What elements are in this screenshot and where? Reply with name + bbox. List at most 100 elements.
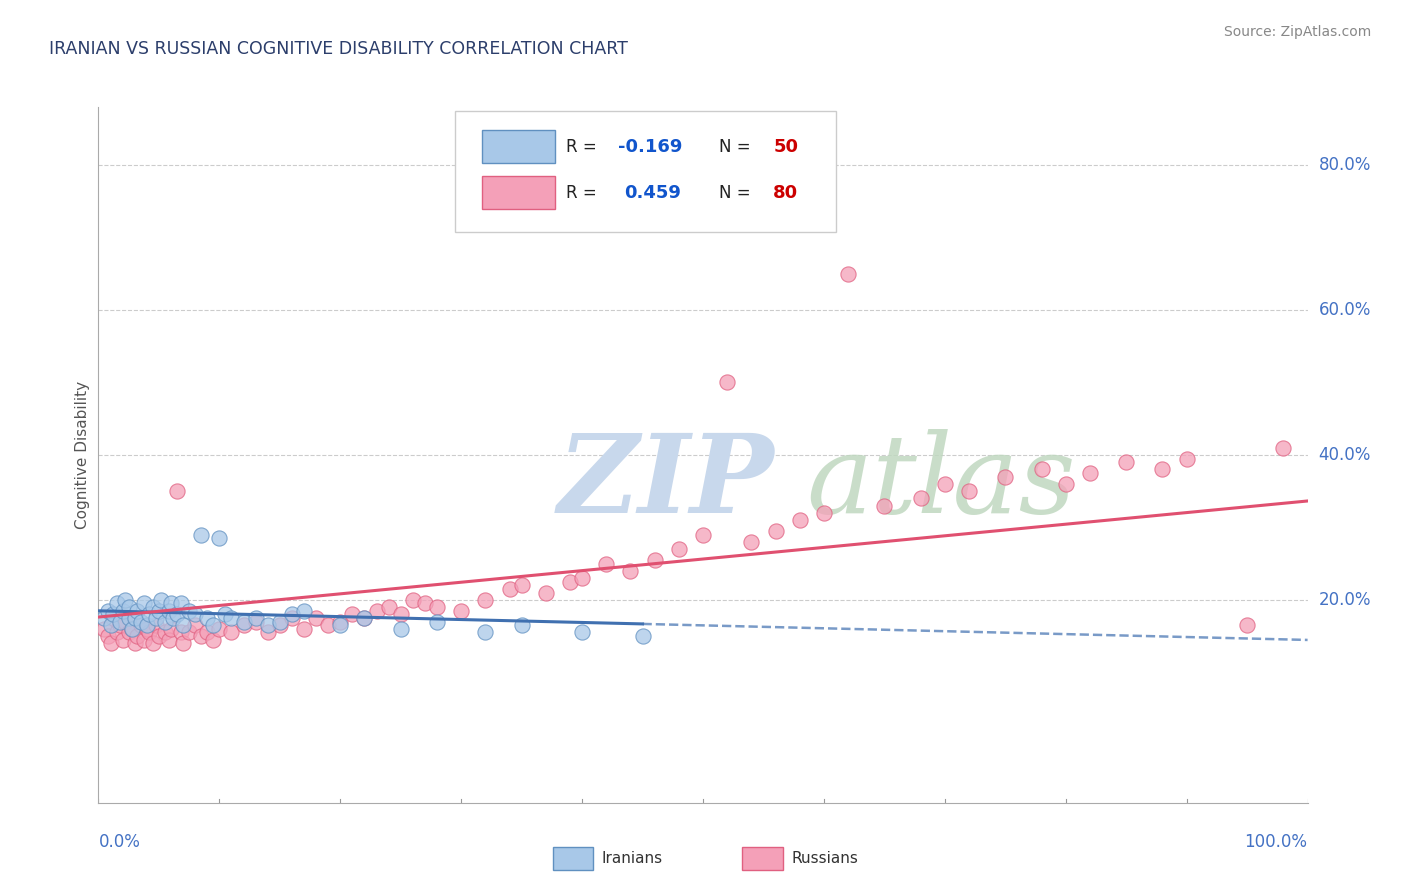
- Point: [510, 618, 533, 632]
- Text: 40.0%: 40.0%: [1319, 446, 1371, 464]
- Point: [256, 625, 278, 640]
- Text: Source: ZipAtlas.com: Source: ZipAtlas.com: [1223, 25, 1371, 39]
- Point: [329, 615, 352, 629]
- Point: [957, 484, 980, 499]
- Point: [389, 622, 412, 636]
- Point: [135, 618, 157, 632]
- Point: [166, 484, 188, 499]
- Point: [190, 527, 212, 541]
- Text: Iranians: Iranians: [602, 851, 662, 865]
- Point: [644, 553, 666, 567]
- Point: [184, 618, 207, 632]
- Point: [571, 625, 593, 640]
- Point: [172, 618, 194, 632]
- Point: [245, 611, 267, 625]
- Point: [138, 625, 160, 640]
- Point: [813, 506, 835, 520]
- Text: 0.0%: 0.0%: [98, 833, 141, 851]
- Point: [292, 622, 315, 636]
- Point: [118, 625, 141, 640]
- Point: [153, 625, 176, 640]
- Point: [111, 604, 134, 618]
- Point: [100, 636, 122, 650]
- Point: [172, 636, 194, 650]
- Text: 80: 80: [773, 184, 799, 202]
- Text: N =: N =: [718, 137, 751, 156]
- Point: [129, 615, 152, 629]
- Point: [105, 597, 128, 611]
- Point: [281, 611, 304, 625]
- Point: [208, 622, 231, 636]
- Y-axis label: Cognitive Disability: Cognitive Disability: [75, 381, 90, 529]
- Point: [108, 615, 131, 629]
- Point: [1272, 441, 1295, 455]
- Point: [450, 604, 472, 618]
- Point: [498, 582, 520, 596]
- Point: [668, 542, 690, 557]
- Point: [1175, 451, 1198, 466]
- Point: [558, 574, 581, 589]
- Point: [1236, 618, 1258, 632]
- Text: R =: R =: [567, 137, 602, 156]
- Point: [510, 578, 533, 592]
- Point: [934, 476, 956, 491]
- Point: [127, 629, 149, 643]
- Point: [105, 625, 128, 640]
- Text: 80.0%: 80.0%: [1319, 156, 1371, 174]
- Point: [366, 604, 388, 618]
- FancyBboxPatch shape: [482, 130, 555, 163]
- Point: [142, 636, 165, 650]
- Point: [1054, 476, 1077, 491]
- Point: [389, 607, 412, 622]
- Point: [169, 597, 191, 611]
- Point: [101, 611, 124, 625]
- Point: [692, 527, 714, 541]
- Point: [1031, 462, 1053, 476]
- Point: [631, 629, 654, 643]
- FancyBboxPatch shape: [482, 176, 555, 210]
- Point: [145, 611, 167, 625]
- Point: [994, 469, 1017, 483]
- Point: [195, 625, 218, 640]
- Point: [1078, 466, 1101, 480]
- Point: [353, 611, 375, 625]
- Point: [292, 604, 315, 618]
- Point: [269, 615, 291, 629]
- Point: [716, 376, 738, 390]
- Point: [190, 629, 212, 643]
- Point: [202, 632, 225, 647]
- Text: R =: R =: [567, 184, 602, 202]
- Text: Russians: Russians: [792, 851, 859, 865]
- Point: [93, 611, 115, 625]
- Point: [101, 607, 124, 622]
- Point: [157, 632, 180, 647]
- Text: 50: 50: [773, 137, 799, 156]
- Point: [910, 491, 932, 506]
- Point: [221, 625, 243, 640]
- Point: [145, 618, 167, 632]
- Text: N =: N =: [718, 184, 751, 202]
- Text: -0.169: -0.169: [619, 137, 683, 156]
- Point: [166, 607, 188, 622]
- Point: [571, 571, 593, 585]
- Point: [474, 625, 496, 640]
- Text: IRANIAN VS RUSSIAN COGNITIVE DISABILITY CORRELATION CHART: IRANIAN VS RUSSIAN COGNITIVE DISABILITY …: [49, 40, 628, 58]
- Point: [138, 607, 160, 622]
- Point: [124, 611, 146, 625]
- Point: [124, 636, 146, 650]
- Point: [221, 611, 243, 625]
- Point: [377, 600, 399, 615]
- Point: [316, 618, 339, 632]
- Point: [873, 499, 896, 513]
- Point: [1152, 462, 1174, 476]
- Point: [118, 611, 141, 625]
- Point: [232, 618, 254, 632]
- Point: [232, 615, 254, 629]
- Point: [1115, 455, 1137, 469]
- Point: [177, 625, 201, 640]
- Point: [157, 604, 180, 618]
- Point: [162, 611, 184, 625]
- Point: [619, 564, 641, 578]
- Point: [789, 513, 811, 527]
- Point: [426, 615, 449, 629]
